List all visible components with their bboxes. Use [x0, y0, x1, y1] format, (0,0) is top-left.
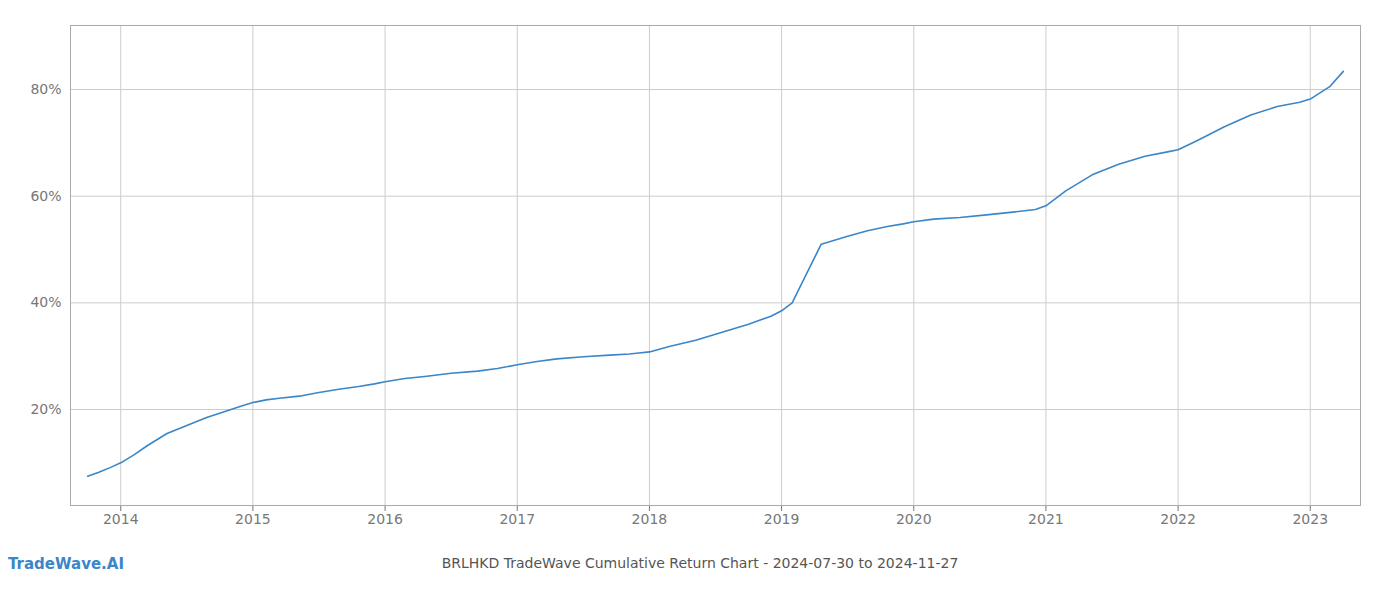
svg-text:2016: 2016	[367, 511, 403, 527]
svg-text:2017: 2017	[499, 511, 535, 527]
svg-text:2015: 2015	[235, 511, 271, 527]
svg-text:2023: 2023	[1292, 511, 1328, 527]
svg-text:40%: 40%	[30, 294, 61, 310]
svg-text:20%: 20%	[30, 401, 61, 417]
svg-text:2020: 2020	[896, 511, 932, 527]
html-text:TradeWave.AI: TradeWave.AI	[8, 555, 124, 573]
svg-text:60%: 60%	[30, 188, 61, 204]
svg-text:2019: 2019	[764, 511, 800, 527]
svg-text:2018: 2018	[632, 511, 668, 527]
svg-text:80%: 80%	[30, 81, 61, 97]
svg-text:2022: 2022	[1160, 511, 1196, 527]
svg-text:2021: 2021	[1028, 511, 1064, 527]
html-text:BRLHKD TradeWave Cumulative Re: BRLHKD TradeWave Cumulative Return Chart…	[441, 555, 959, 571]
svg-text:2014: 2014	[103, 511, 139, 527]
